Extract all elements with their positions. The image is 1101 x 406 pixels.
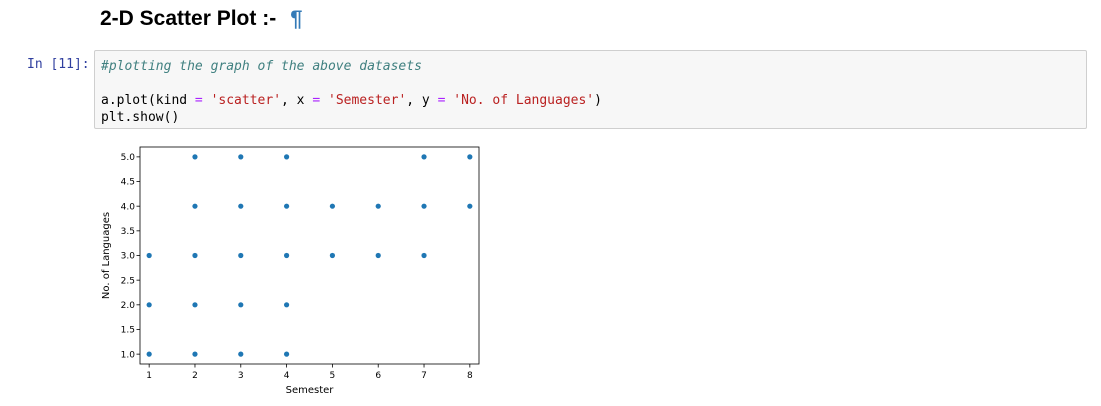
scatter-point	[146, 302, 152, 308]
x-axis-label: Semester	[286, 385, 335, 396]
x-tick-label: 7	[421, 371, 427, 381]
code-token: =	[312, 93, 321, 108]
scatter-point	[421, 154, 427, 160]
code-token: , y	[406, 93, 438, 108]
section-heading: 2-D Scatter Plot :- ¶	[100, 6, 302, 32]
heading-title: 2-D Scatter Plot :-	[100, 7, 277, 30]
scatter-point	[192, 252, 198, 259]
scatter-point	[375, 252, 381, 259]
scatter-point	[283, 154, 290, 160]
scatter-point	[192, 302, 198, 308]
y-tick-label: 3.5	[121, 227, 135, 237]
code-token	[320, 93, 328, 108]
scatter-plot: 1 2 3 4 5 6 7 8 1.0 1.5 2.0 2.5 3.0 3.5 4.0 4.5 5.0 Semes…	[101, 146, 480, 396]
x-tick-label: 8	[467, 371, 473, 381]
y-tick-label: 1.0	[121, 350, 136, 360]
scatter-point	[283, 252, 290, 259]
code-token: =	[437, 93, 446, 108]
scatter-point	[467, 154, 473, 160]
code-token	[203, 93, 211, 108]
scatter-point	[238, 351, 244, 357]
scatter-point	[283, 203, 290, 209]
scatter-point	[238, 252, 244, 259]
scatter-point	[329, 203, 336, 209]
y-tick-label: 4.5	[121, 178, 135, 188]
code-token: 'scatter'	[210, 93, 282, 108]
y-tick-label: 3.0	[121, 252, 136, 262]
x-tick-label: 4	[284, 371, 290, 381]
scatter-point	[192, 154, 198, 160]
scatter-point	[283, 351, 290, 357]
input-prompt: In [11]:	[27, 57, 90, 72]
scatter-point	[146, 252, 152, 259]
scatter-point	[238, 154, 244, 160]
code-cell-input[interactable]: #plotting the graph of the above dataset…	[94, 50, 1087, 129]
code-line: plt.show()	[101, 109, 1086, 126]
code-token: #plotting the graph of the above dataset…	[101, 59, 422, 74]
code-line: #plotting the graph of the above dataset…	[101, 58, 1086, 75]
code-token: 'No. of Languages'	[453, 93, 595, 108]
y-tick-label: 2.5	[121, 276, 135, 286]
scatter-point	[238, 302, 244, 308]
code-token: , x	[281, 93, 313, 108]
code-line	[101, 75, 1086, 92]
scatter-point	[421, 252, 427, 259]
x-tick-label: 2	[192, 371, 198, 381]
cell-output: 1 2 3 4 5 6 7 8 1.0 1.5 2.0 2.5 3.0 3.5 4.0 4.5 5.0 Semes…	[100, 140, 490, 406]
code-token: )	[594, 93, 602, 108]
y-tick-label: 4.0	[121, 202, 136, 212]
scatter-point	[421, 203, 427, 209]
x-tick-label: 5	[330, 371, 336, 381]
x-tick-label: 6	[375, 371, 381, 381]
code-token: a.plot(kind	[101, 93, 195, 108]
scatter-point	[329, 252, 336, 259]
code-token: 'Semester'	[328, 93, 407, 108]
heading-anchor-link[interactable]: ¶	[290, 6, 303, 31]
y-tick-label: 1.5	[121, 326, 135, 336]
code-token: =	[194, 93, 203, 108]
x-tick-label: 3	[238, 371, 244, 381]
y-axis-label: No. of Languages	[101, 212, 112, 299]
scatter-point	[192, 351, 198, 357]
scatter-point	[467, 203, 473, 209]
code-token: plt.show()	[101, 110, 180, 125]
scatter-point	[192, 203, 198, 209]
scatter-point	[375, 203, 381, 209]
y-tick-label: 5.0	[121, 153, 136, 163]
code-line: a.plot(kind = 'scatter', x = 'Semester',…	[101, 92, 1086, 109]
scatter-point	[283, 302, 290, 308]
x-tick-label: 1	[146, 371, 152, 381]
scatter-point	[146, 351, 152, 357]
scatter-point	[238, 203, 244, 209]
y-tick-label: 2.0	[121, 301, 136, 311]
plot-frame	[139, 146, 480, 365]
